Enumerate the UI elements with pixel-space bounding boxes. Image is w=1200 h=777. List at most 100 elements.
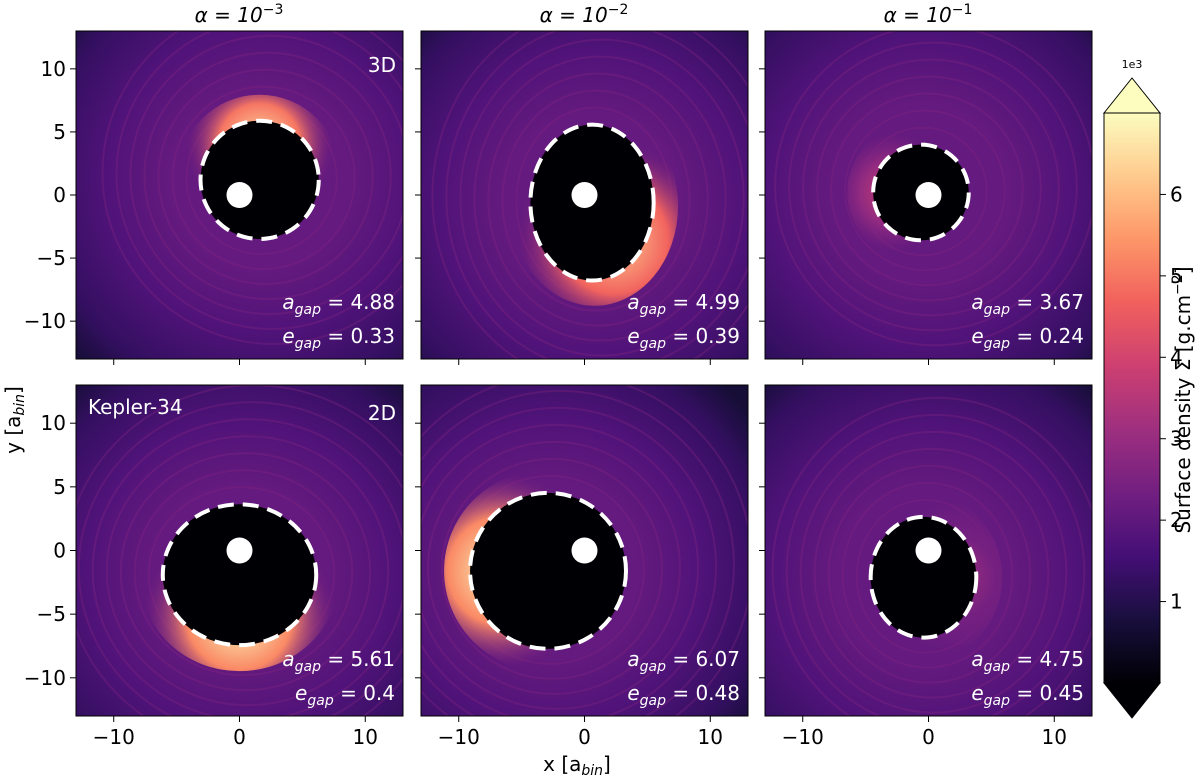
density-ring	[802, 58, 1060, 317]
density-ring	[813, 447, 1050, 699]
density-ring	[101, 31, 403, 345]
panel-1: −10 −5 0 5 10 agap = 4.88 egap = 0.33	[24, 30, 404, 365]
panel-4: −10 0 10 −10 −5 0 5 10 agap = 5.61 egap = 0.4	[24, 384, 404, 749]
density-ring	[441, 457, 664, 680]
colorbar: 1 2 3 4 5 6	[1102, 77, 1183, 719]
y-tick-label: 0	[53, 183, 66, 207]
y-tick-label: −10	[24, 666, 66, 690]
gap-ellipse	[528, 122, 656, 283]
density-ring	[844, 109, 1006, 272]
density-ring	[771, 396, 1092, 716]
e-gap-annotation: egap = 0.24	[971, 324, 1084, 352]
colorbar-tick-label: 2	[1170, 508, 1183, 532]
e-gap-annotation: egap = 0.48	[627, 681, 740, 709]
density-ring	[841, 481, 1014, 669]
e-gap-annotation: egap = 0.33	[282, 324, 395, 352]
panel-3: agap = 3.67 egap = 0.24	[759, 30, 1093, 365]
density-ring	[421, 423, 699, 710]
colorbar-tick-label: 3	[1170, 427, 1183, 451]
density-ring	[91, 418, 403, 716]
colorbar-tick-label: 4	[1170, 345, 1183, 369]
y-tick-label: 10	[41, 57, 66, 81]
gap-ellipse	[198, 118, 321, 241]
y-tick-label: −10	[24, 309, 66, 333]
a-gap-annotation: agap = 4.88	[282, 290, 395, 318]
y-tick-label: 5	[53, 475, 66, 499]
density-ring	[421, 389, 735, 716]
colorbar-extend-min	[1102, 682, 1162, 719]
density-ring	[445, 31, 748, 359]
binary-star-mask	[571, 537, 598, 564]
binary-star-mask	[915, 537, 942, 564]
density-ring	[788, 41, 1078, 332]
density-ring	[427, 440, 682, 695]
panel-grid: −10 −5 0 5 10 agap = 4.88 egap = 0.33 agap = 4.…	[24, 30, 1093, 749]
y-tick-label: 10	[41, 411, 66, 435]
x-tick-label: −10	[782, 725, 824, 749]
column-title-3: α = 10−1	[884, 2, 973, 27]
gap-ellipse	[868, 514, 979, 640]
density-ring	[133, 469, 354, 677]
gap-cavity	[200, 120, 319, 239]
y-tick-label: 0	[53, 539, 66, 563]
binary-star-mask	[226, 537, 253, 564]
density-ring	[115, 31, 403, 330]
row-label-3d: 3D	[368, 53, 396, 77]
a-gap-annotation: agap = 4.99	[627, 290, 740, 318]
panel-6: −10 0 10 agap = 4.75 egap = 0.45	[759, 384, 1093, 749]
column-title-2: α = 10−2	[540, 2, 629, 27]
density-ring	[459, 38, 745, 357]
x-axis-label: x [abin]	[543, 752, 611, 777]
x-tick-label: 10	[698, 725, 723, 749]
a-gap-annotation: agap = 5.61	[282, 647, 395, 675]
density-ring	[816, 75, 1042, 302]
y-tick-label: −5	[37, 246, 66, 270]
colorbar-tick-label: 5	[1170, 264, 1183, 288]
binary-star-mask	[915, 182, 942, 208]
density-ring	[473, 55, 727, 342]
y-tick-label: 5	[53, 120, 66, 144]
binary-star-mask	[571, 182, 598, 208]
panel-5: −10 0 10 agap = 6.07 egap = 0.48	[415, 384, 749, 749]
x-tick-label: 10	[353, 725, 378, 749]
x-tick-label: −10	[93, 725, 135, 749]
x-tick-label: 0	[922, 725, 935, 749]
e-gap-annotation: egap = 0.4	[295, 681, 395, 709]
density-ring	[77, 401, 403, 716]
y-axis-label: y [abin]	[1, 386, 28, 454]
column-title-1: α = 10−3	[195, 2, 284, 27]
panel-2: agap = 4.99 egap = 0.39	[415, 30, 749, 365]
corner-label: Kepler-34	[88, 395, 183, 419]
colorbar-gradient	[1104, 113, 1160, 683]
gap-ellipse	[468, 490, 629, 651]
x-tick-label: 10	[1042, 725, 1067, 749]
gap-ellipse	[871, 142, 971, 243]
density-ring	[774, 31, 1092, 347]
row-label-2d: 2D	[368, 401, 396, 425]
y-tick-label: −5	[37, 602, 66, 626]
density-ring	[827, 464, 1032, 684]
x-tick-label: −10	[438, 725, 480, 749]
density-ring	[431, 31, 748, 359]
density-ring	[105, 435, 390, 707]
colorbar-tick-label: 6	[1170, 182, 1183, 206]
a-gap-annotation: agap = 3.67	[971, 290, 1084, 318]
colorbar-multiplier: 1e3	[1122, 58, 1143, 71]
density-ring	[157, 68, 374, 285]
density-ring	[487, 72, 709, 327]
density-ring	[421, 406, 717, 716]
x-tick-label: 0	[233, 725, 246, 749]
gap-cavity	[162, 504, 317, 646]
density-ring	[143, 51, 392, 300]
density-ring	[129, 34, 403, 315]
colorbar-label: Surface density Σ [g.cm−2]	[1170, 266, 1195, 533]
density-ring	[785, 413, 1086, 716]
density-ring	[501, 89, 691, 312]
colorbar-tick-label: 1	[1170, 590, 1183, 614]
e-gap-annotation: egap = 0.45	[971, 681, 1084, 709]
gap-ellipse	[160, 502, 319, 648]
gap-cavity	[870, 516, 977, 638]
x-tick-label: 0	[578, 725, 591, 749]
colorbar-extend-max	[1102, 77, 1162, 114]
